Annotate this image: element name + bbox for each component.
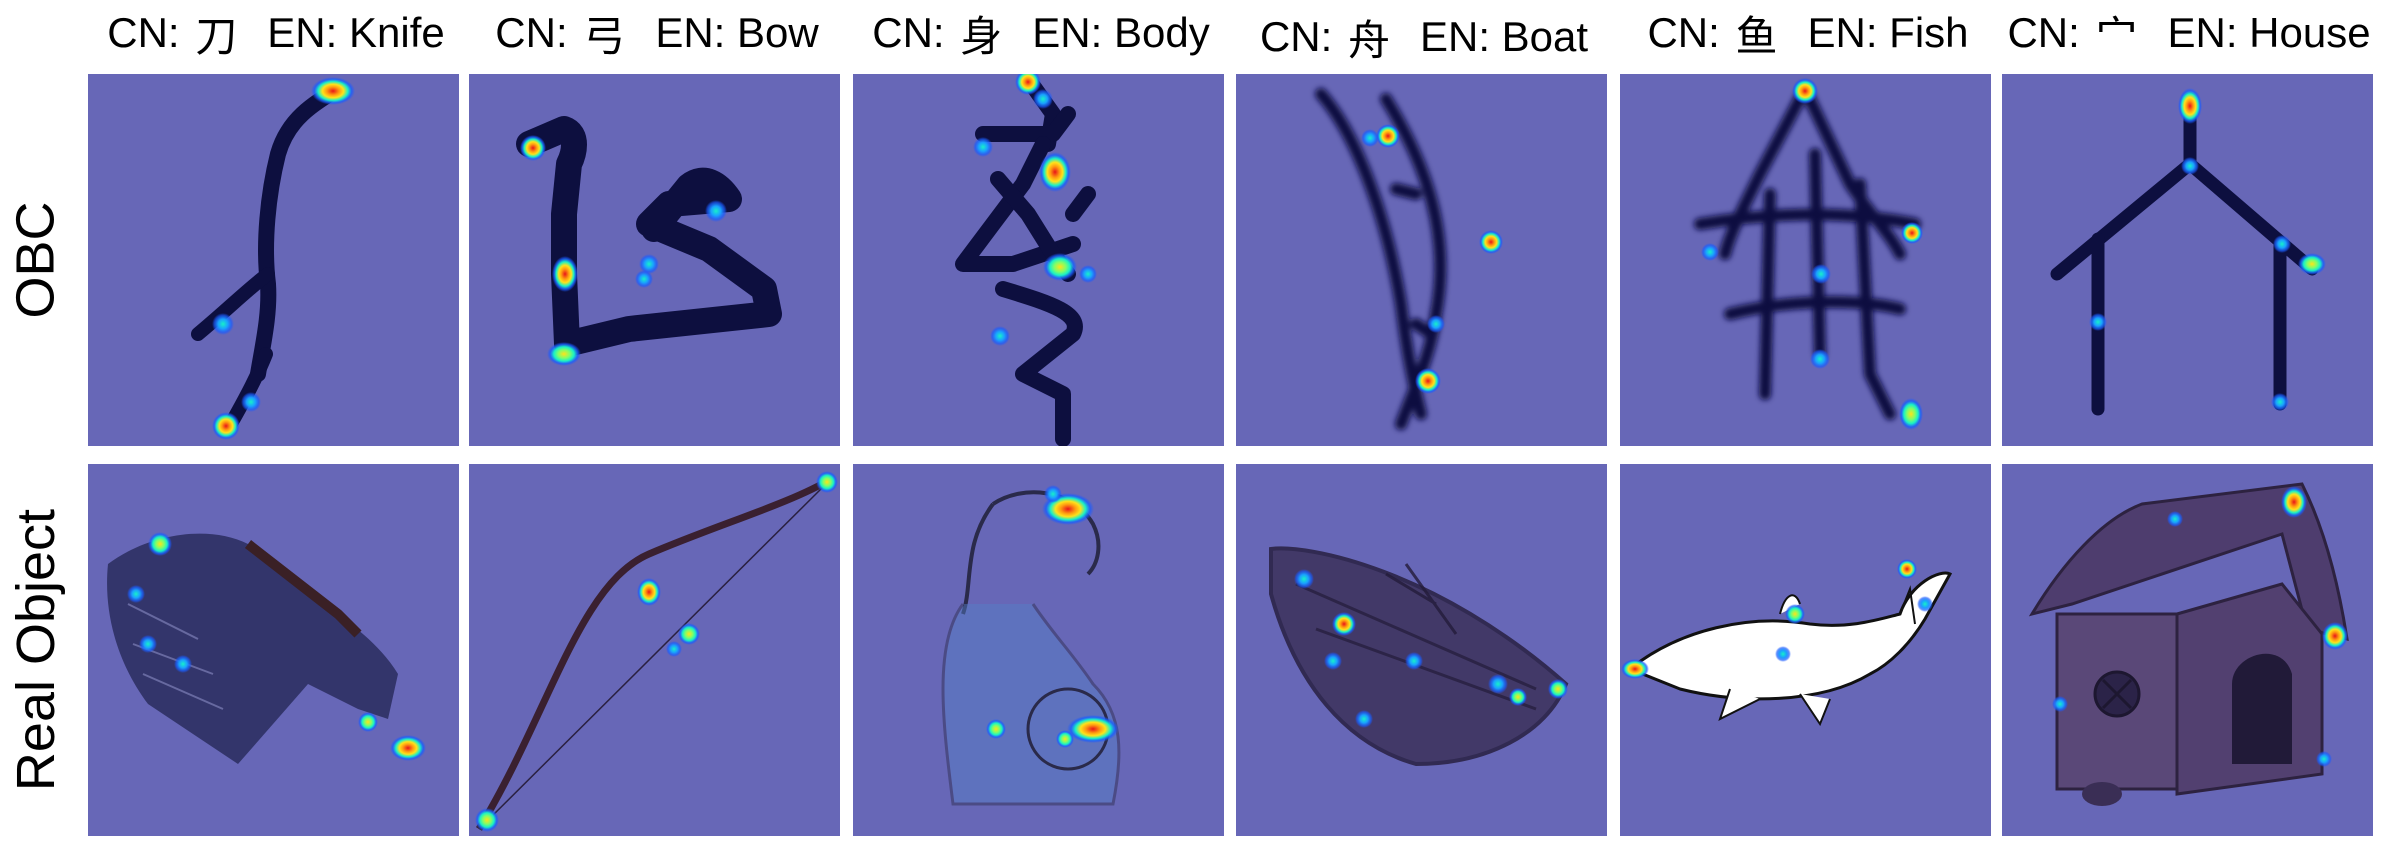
column-header-bow: CN: 弓 EN: Bow — [469, 0, 845, 66]
real-fish-image — [1621, 559, 1953, 727]
obc-body-glyph — [955, 74, 1097, 446]
row-label-text: OBC — [6, 201, 66, 319]
real-boat-panel — [1236, 464, 1607, 836]
column-header-boat: CN: 舟 EN: Boat — [1236, 4, 1612, 70]
en-prefix: EN: — [655, 9, 726, 56]
column-header-body: CN: 身 EN: Body — [853, 0, 1229, 66]
cn-character: 刀 — [195, 11, 238, 61]
real-bow-panel — [469, 464, 840, 836]
cn-prefix: CN: — [1259, 13, 1333, 60]
real-knife-panel — [88, 464, 459, 836]
en-prefix: EN: — [267, 9, 338, 56]
cn-prefix: CN: — [1647, 9, 1720, 56]
real-house-image — [2028, 482, 2349, 806]
en-prefix: EN: — [1419, 13, 1490, 60]
real-boat-image — [1269, 546, 1569, 767]
cn-character: 弓 — [583, 11, 626, 61]
en-word: Boat — [1501, 13, 1589, 60]
cn-character: 舟 — [1347, 15, 1390, 65]
obc-boat-glyph — [1315, 88, 1503, 430]
cn-prefix: CN: — [2007, 9, 2080, 56]
obc-knife-glyph — [191, 77, 355, 440]
real-knife-image — [107, 532, 426, 764]
cn-prefix: CN: — [495, 9, 568, 56]
cn-character: 鱼 — [1735, 11, 1778, 61]
en-prefix: EN: — [1807, 9, 1878, 56]
en-word: House — [2249, 9, 2371, 56]
column-header-fish: CN: 鱼 EN: Fish — [1620, 0, 1996, 66]
obc-fish-panel — [1620, 74, 1991, 446]
obc-boat-panel — [1236, 74, 1607, 446]
real-bow-image — [475, 471, 838, 832]
obc-knife-panel — [88, 74, 459, 446]
obc-house-glyph — [2050, 88, 2326, 416]
cn-prefix: CN: — [107, 9, 180, 56]
row-label-obc: OBC — [0, 74, 72, 446]
cn-character: 宀 — [2095, 11, 2138, 61]
row-label-real-object: Real Object — [0, 464, 72, 836]
en-word: Bow — [737, 9, 819, 56]
obc-fish-glyph — [1694, 78, 1923, 430]
real-fish-panel — [1620, 464, 1991, 836]
en-word: Knife — [348, 9, 445, 56]
row-label-text: Real Object — [6, 508, 67, 792]
real-house-panel — [2002, 464, 2373, 836]
en-word: Body — [1113, 9, 1210, 56]
real-body-panel — [853, 464, 1224, 836]
column-header-house: CN: 宀 EN: House — [1996, 0, 2382, 66]
cn-prefix: CN: — [872, 9, 945, 56]
obc-house-panel — [2002, 74, 2373, 446]
real-body-image — [941, 485, 1121, 806]
obc-bow-panel — [469, 74, 840, 446]
en-word: Fish — [1889, 9, 1969, 56]
obc-body-panel — [853, 74, 1224, 446]
column-header-knife: CN: 刀 EN: Knife — [88, 0, 464, 66]
en-prefix: EN: — [2167, 9, 2238, 56]
cn-character: 身 — [960, 11, 1003, 61]
obc-bow-glyph — [516, 116, 782, 366]
en-prefix: EN: — [1032, 9, 1103, 56]
